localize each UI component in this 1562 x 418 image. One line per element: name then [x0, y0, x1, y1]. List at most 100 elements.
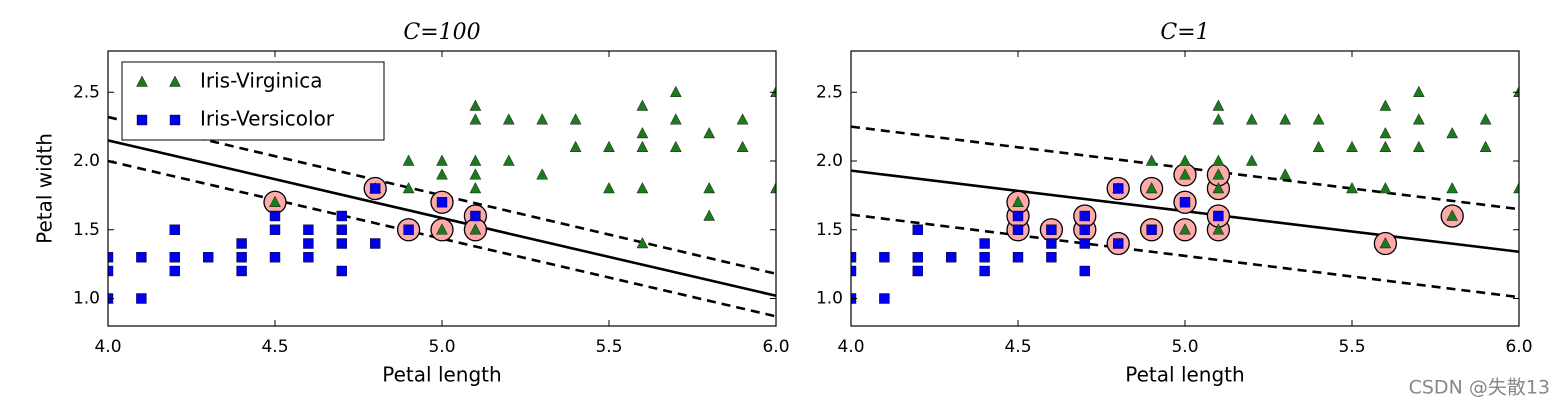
square-point: [269, 224, 281, 235]
triangle-point: [603, 140, 615, 152]
triangle-point: [536, 113, 549, 125]
triangle-point: [1279, 168, 1292, 180]
triangle-point: [1212, 154, 1225, 166]
square-point: [169, 224, 181, 235]
plot-area: [851, 85, 1519, 304]
triangle-point: [669, 140, 682, 152]
triangle-point: [402, 182, 415, 194]
watermark: CSDN @失散13: [1409, 377, 1550, 399]
triangle-point: [136, 75, 148, 87]
x-tick-label: 4.5: [261, 337, 288, 357]
triangle-point: [269, 195, 281, 207]
square-point: [303, 252, 314, 263]
plot-area: [108, 85, 776, 318]
square-point: [1012, 252, 1024, 263]
triangle-point: [469, 154, 482, 166]
square-point: [202, 252, 214, 263]
axes-frame: [850, 50, 1520, 327]
square-point: [269, 210, 281, 222]
square-point: [336, 210, 347, 222]
triangle-point: [1179, 168, 1191, 180]
square-point: [470, 210, 481, 222]
y-tick-label: 1.0: [73, 289, 100, 309]
square-point: [1079, 238, 1091, 249]
triangle-point: [436, 223, 448, 235]
square-point: [169, 265, 181, 277]
square-point: [946, 252, 957, 263]
triangle-point: [636, 127, 649, 139]
square-point: [1179, 197, 1191, 208]
triangle-point: [1379, 237, 1392, 249]
triangle-point: [1379, 127, 1392, 139]
square-point: [979, 238, 990, 249]
square-point: [236, 265, 247, 277]
triangle-point: [502, 113, 515, 125]
triangle-point: [1145, 182, 1158, 194]
square-point: [336, 224, 347, 235]
square-point: [912, 224, 923, 235]
triangle-point: [436, 168, 448, 180]
triangle-point: [569, 140, 582, 152]
triangle-point: [569, 113, 582, 125]
square-point: [1079, 265, 1091, 277]
x-tick-label: 5.0: [1171, 337, 1198, 357]
y-tick-label: 1.0: [816, 289, 843, 309]
square-point: [912, 265, 923, 277]
triangle-point: [770, 85, 776, 97]
square-point: [1079, 210, 1091, 222]
triangle-point: [736, 140, 749, 152]
triangle-point: [469, 99, 482, 111]
subplot: C=1 Petal length 4.0 4.5 5.0 5.5 6.0 1.0 1.5 2.0 2…: [816, 20, 1533, 387]
square-point: [1046, 224, 1057, 235]
triangle-point: [402, 154, 415, 166]
square-point: [1213, 210, 1224, 222]
square-point: [370, 183, 381, 194]
triangle-point: [1179, 154, 1191, 166]
square-point: [236, 238, 247, 249]
legend-box: [121, 61, 385, 141]
triangle-point: [1312, 140, 1325, 152]
x-tick-label: 6.0: [762, 337, 789, 357]
triangle-point: [636, 237, 649, 249]
triangle-point: [169, 75, 181, 87]
triangle-point: [1245, 113, 1258, 125]
x-tick-label: 5.0: [428, 337, 455, 357]
triangle-point: [1245, 154, 1258, 166]
y-tick-label: 2.0: [73, 151, 100, 171]
square-point: [1046, 252, 1057, 263]
triangle-point: [1479, 140, 1492, 152]
square-point: [979, 252, 990, 263]
triangle-point: [1145, 154, 1158, 166]
triangle-point: [636, 99, 649, 111]
square-point: [1112, 238, 1124, 249]
triangle-point: [469, 223, 482, 235]
triangle-point: [469, 168, 482, 180]
triangle-point: [1012, 195, 1024, 207]
subplot-title: C=1: [1160, 20, 1209, 45]
legend: Iris-Virginica Iris-Versicolor: [121, 61, 385, 141]
square-point: [169, 114, 181, 126]
triangle-point: [736, 113, 749, 125]
square-point: [336, 238, 347, 249]
square-point: [108, 265, 114, 277]
square-point: [403, 224, 414, 235]
triangle-point: [703, 127, 716, 139]
square-point: [1112, 183, 1124, 194]
triangle-point: [1412, 140, 1425, 152]
x-tick-label: 5.5: [1338, 337, 1365, 357]
x-axis-label: Petal length: [382, 363, 501, 387]
triangle-point: [436, 154, 448, 166]
y-tick-label: 1.5: [73, 220, 100, 240]
y-tick-label: 1.5: [816, 220, 843, 240]
triangle-point: [1446, 182, 1459, 194]
triangle-point: [1346, 182, 1358, 194]
y-tick-label: 2.0: [816, 151, 843, 171]
triangle-point: [669, 85, 682, 97]
square-point: [851, 252, 857, 263]
legend-label: Iris-Versicolor: [200, 107, 335, 131]
triangle-point: [1446, 209, 1459, 221]
triangle-point: [1212, 99, 1225, 111]
triangle-point: [1212, 113, 1225, 125]
square-point: [1079, 224, 1091, 235]
solid-line: [108, 139, 776, 298]
